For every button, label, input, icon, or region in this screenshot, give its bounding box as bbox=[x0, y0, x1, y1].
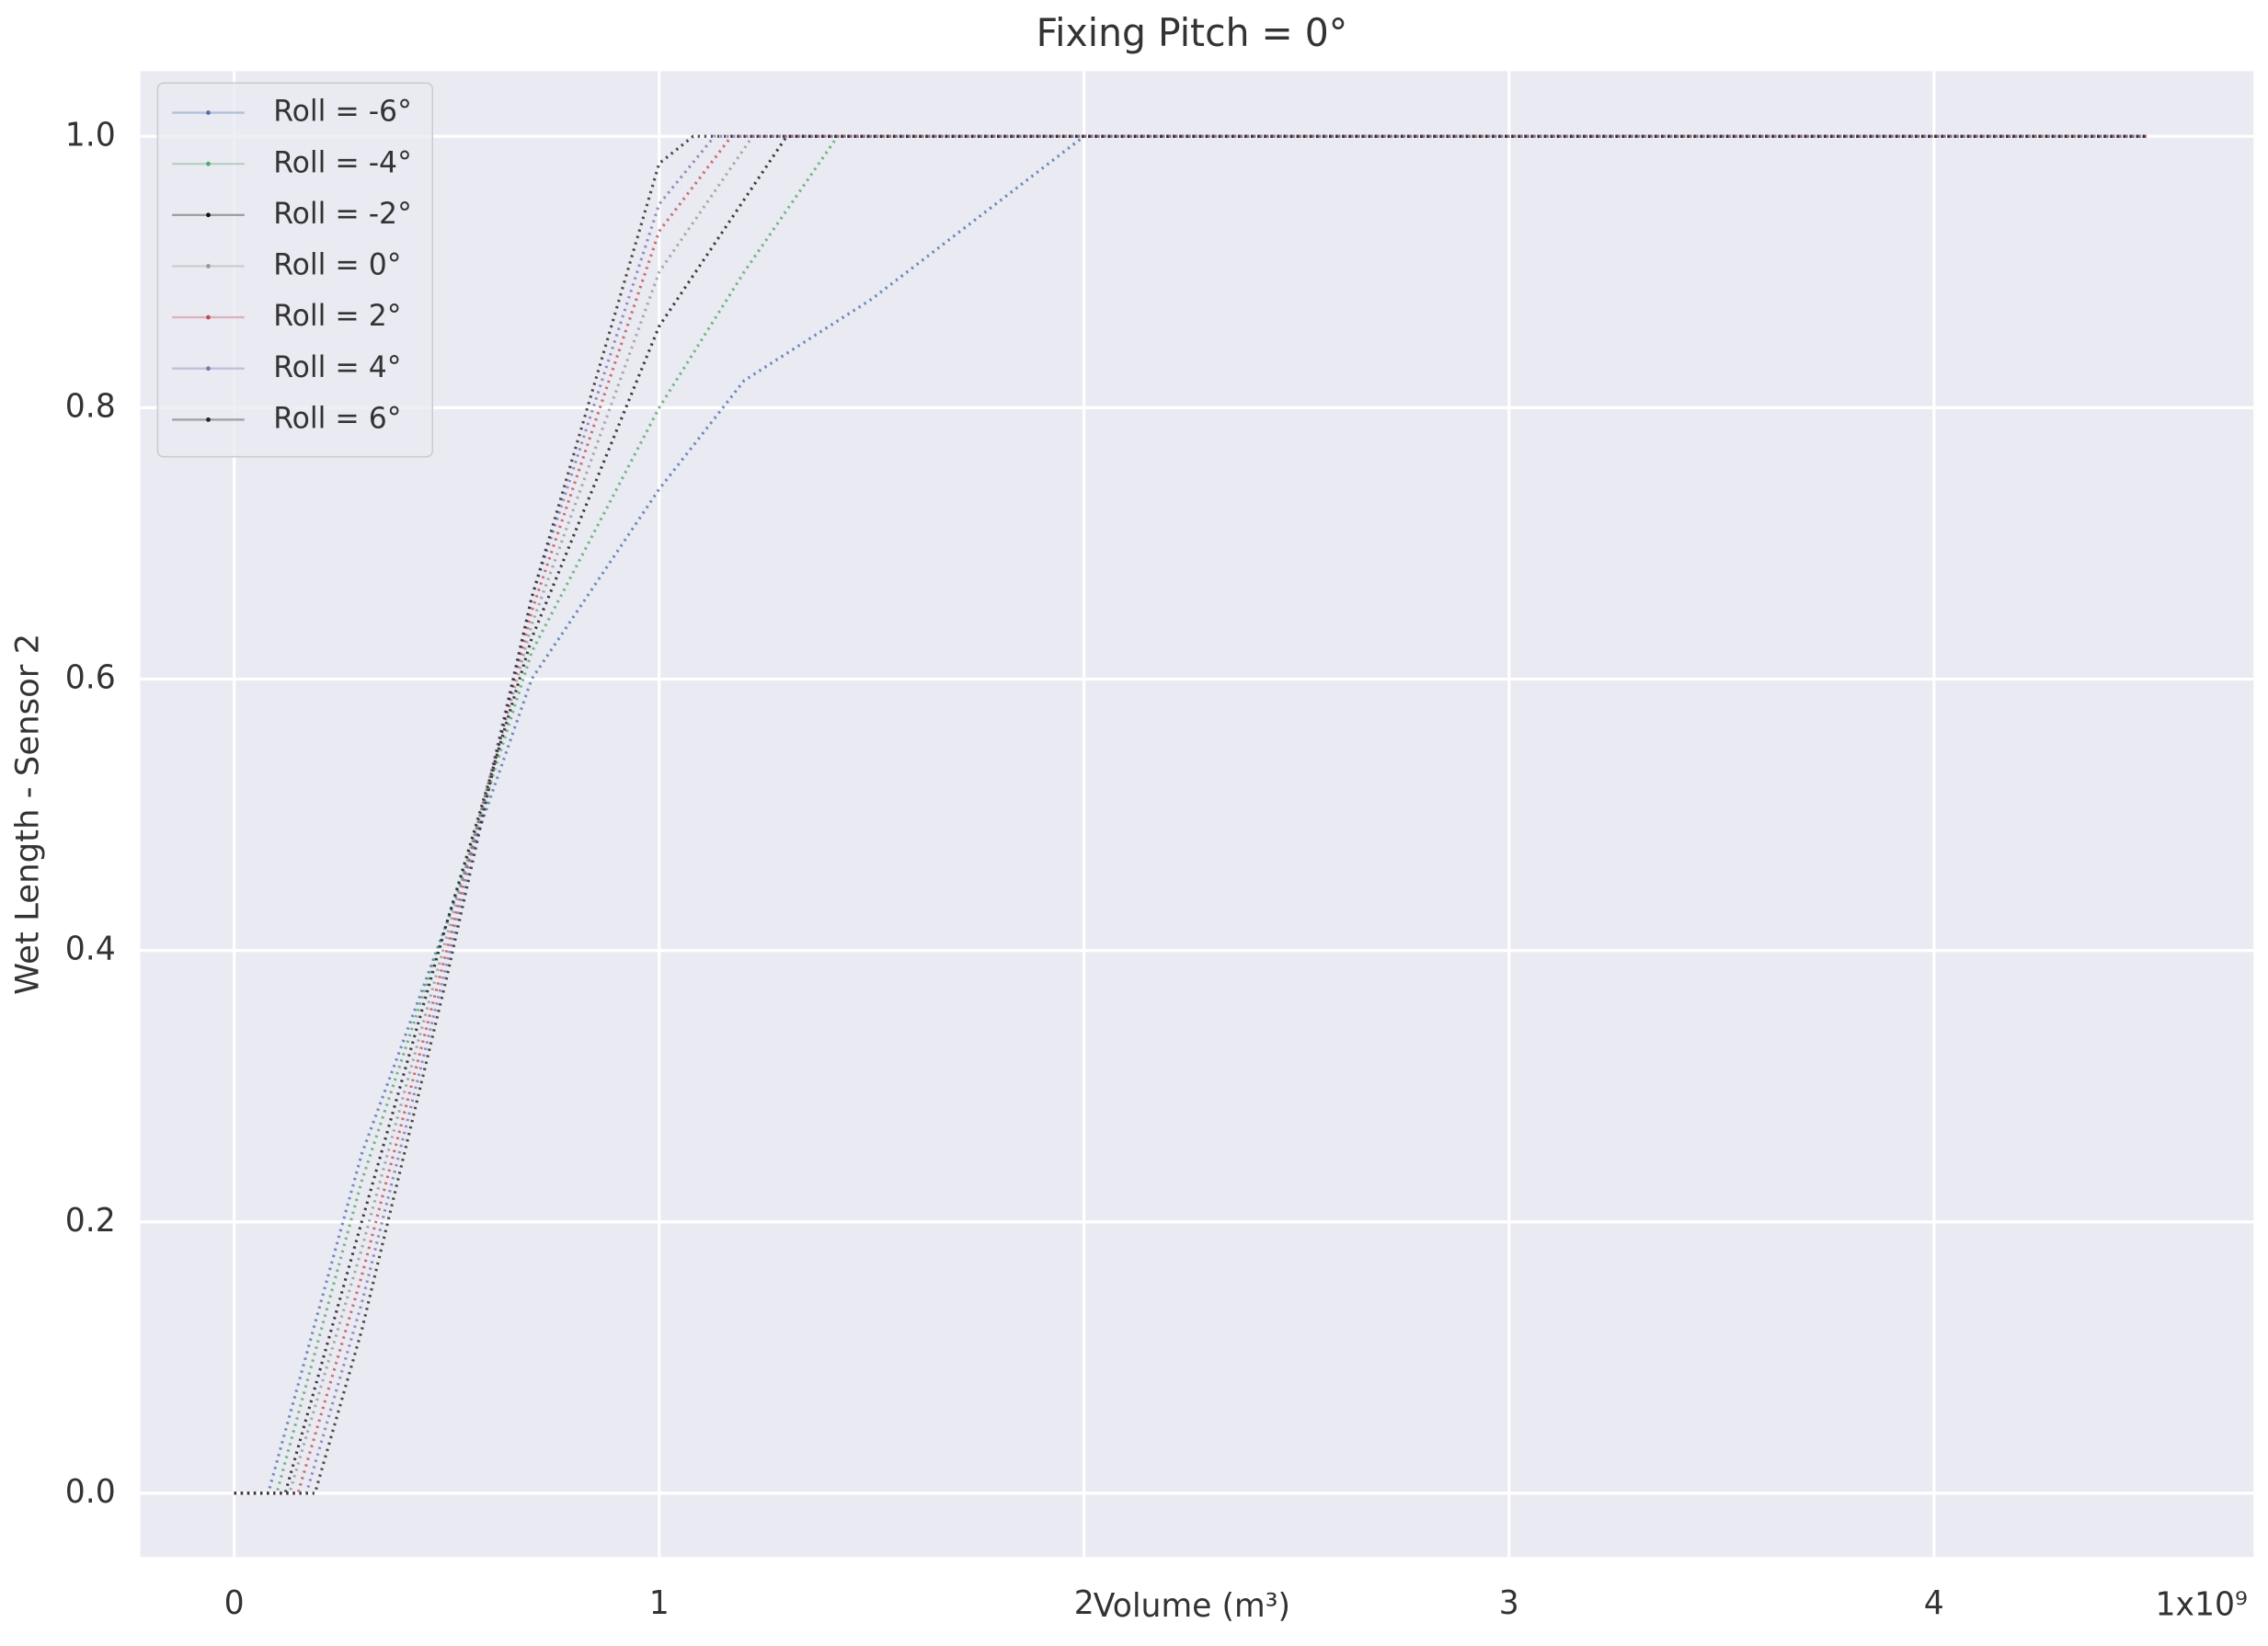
x-axis-label: Volume (m³) bbox=[1094, 1587, 1290, 1626]
legend-label: Roll = -6° bbox=[273, 93, 412, 128]
series-line bbox=[234, 134, 2147, 1495]
x-offset-text: 1x10⁹ bbox=[2155, 1585, 2247, 1624]
legend-marker bbox=[206, 110, 211, 115]
series-line bbox=[234, 134, 2147, 1495]
series-line bbox=[234, 134, 2147, 1495]
legend-label: Roll = 6° bbox=[273, 400, 401, 435]
chart-title: Fixing Pitch = 0° bbox=[1037, 10, 1348, 55]
legend-marker bbox=[206, 264, 211, 269]
x-tick-label: 0 bbox=[224, 1584, 245, 1623]
legend-label: Roll = 2° bbox=[273, 298, 401, 333]
plot-area bbox=[140, 71, 2254, 1558]
y-tick-label: 0.4 bbox=[65, 930, 116, 968]
x-tick-label: 1 bbox=[649, 1584, 670, 1623]
y-axis-label: Wet Length - Sensor 2 bbox=[9, 634, 46, 995]
y-tick-label: 0.6 bbox=[65, 658, 116, 697]
legend-label: Roll = 4° bbox=[273, 349, 401, 383]
legend-marker bbox=[206, 417, 211, 422]
legend: Roll = -6° Roll = -4° Roll = -2° Roll = 0° R… bbox=[156, 82, 434, 458]
legend-label: Roll = -4° bbox=[273, 144, 412, 179]
legend-marker bbox=[206, 314, 211, 320]
series-line bbox=[234, 134, 2147, 1495]
x-tick-label: 3 bbox=[1499, 1584, 1519, 1623]
legend-label: Roll = -2° bbox=[273, 196, 412, 231]
y-tick-label: 0.0 bbox=[65, 1473, 116, 1512]
legend-marker bbox=[206, 212, 211, 218]
x-tick-label: 4 bbox=[1924, 1584, 1944, 1623]
y-tick-label: 0.8 bbox=[65, 387, 116, 426]
grid bbox=[140, 71, 2254, 1558]
legend-label: Roll = 0° bbox=[273, 246, 401, 281]
legend-marker bbox=[206, 161, 211, 166]
y-tick-label: 0.2 bbox=[65, 1201, 116, 1240]
legend-marker bbox=[206, 366, 211, 371]
x-tick-label: 2 bbox=[1074, 1584, 1094, 1623]
legend-box bbox=[156, 82, 434, 458]
series-line bbox=[234, 134, 2147, 1495]
y-tick-label: 1.0 bbox=[65, 116, 116, 154]
lines bbox=[234, 134, 2147, 1495]
